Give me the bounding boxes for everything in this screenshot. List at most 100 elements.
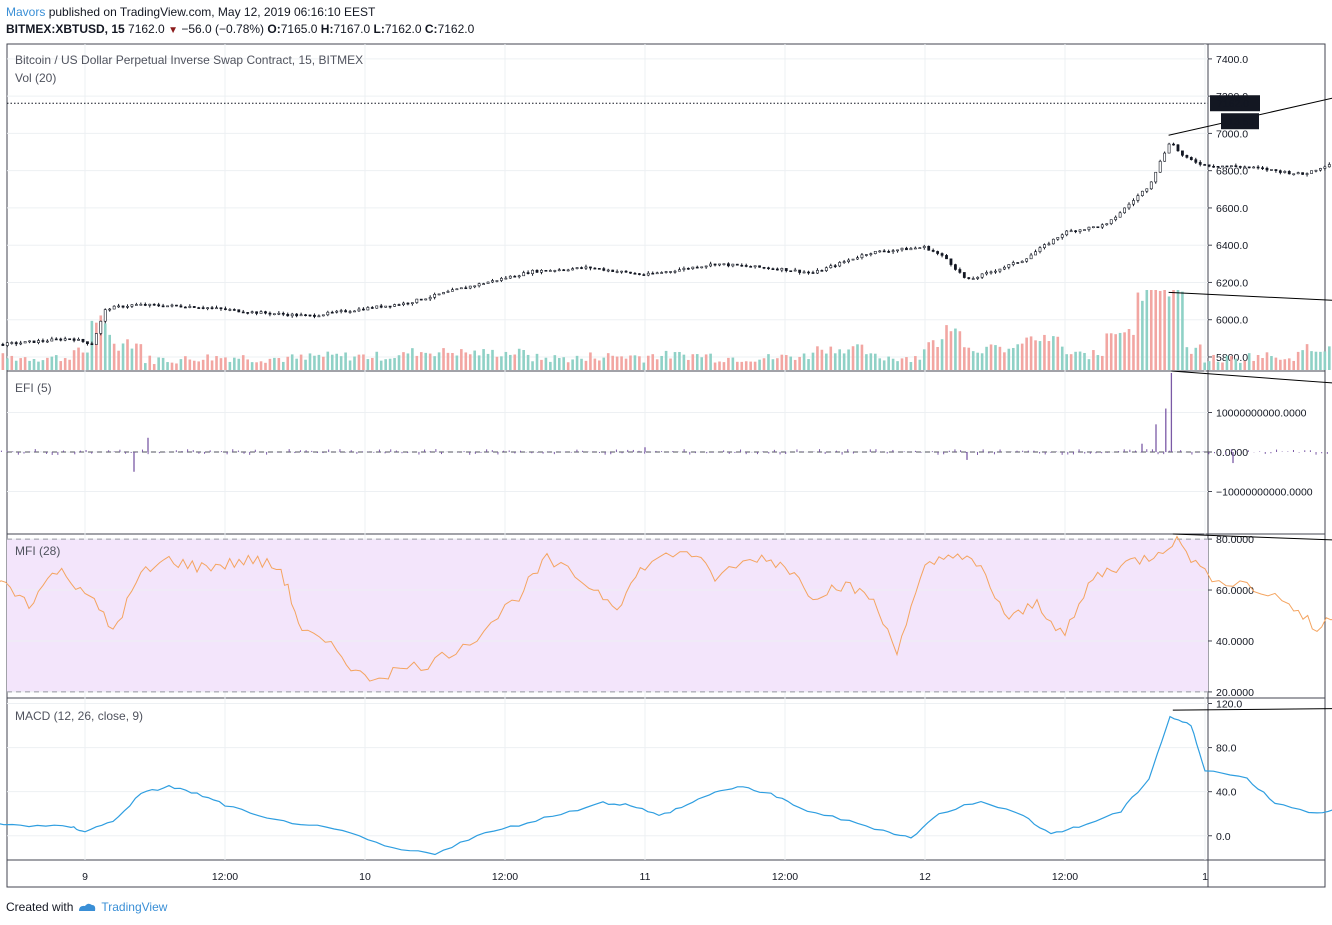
countdown-badge (1221, 113, 1259, 130)
candle-body (166, 305, 169, 308)
candle-body (397, 304, 401, 306)
volume-bar (936, 347, 939, 370)
candle-body (482, 283, 485, 285)
volume-bar (1020, 343, 1024, 370)
candle-body (896, 249, 899, 252)
candle-body (419, 298, 423, 301)
candle-body (268, 312, 272, 315)
candle-body (1292, 173, 1296, 176)
volume-bar (1234, 358, 1238, 370)
candle-body (117, 305, 120, 308)
macd-trendline (1172, 708, 1332, 711)
last-price-badge-label: 7162.0 (1217, 98, 1249, 110)
volume-bar (86, 352, 89, 370)
volume-bar (95, 322, 98, 370)
candle-body (357, 308, 361, 312)
candle-body (224, 308, 227, 310)
volume-bar (335, 353, 339, 370)
candle-body (201, 307, 205, 309)
volume-bar (878, 358, 882, 370)
volume-bar (544, 357, 548, 370)
volume-bar (322, 356, 325, 370)
candle-body (486, 281, 490, 284)
author-link[interactable]: Mavors (6, 5, 46, 19)
volume-bar (1163, 290, 1166, 370)
candle-body (228, 309, 232, 311)
volume-bar (958, 331, 962, 370)
candle-body (927, 245, 931, 251)
candle-body (713, 263, 717, 266)
candle-body (998, 268, 1002, 272)
candle-body (72, 338, 76, 341)
candle-body (1305, 173, 1309, 175)
efi-panel-title: EFI (5) (15, 381, 52, 395)
volume-bar (273, 357, 276, 370)
volume-bar (825, 353, 828, 370)
candle-body (1252, 166, 1256, 169)
tradingview-link[interactable]: TradingView (101, 900, 168, 914)
volume-bar (762, 358, 766, 370)
volume-bar (59, 361, 63, 370)
volume-bar (50, 356, 54, 370)
candle-body (740, 264, 744, 267)
volume-bar (433, 356, 436, 370)
volume-bar (1149, 290, 1153, 370)
low-value: 7162.0 (384, 22, 422, 36)
volume-bar (1154, 290, 1158, 370)
candle-body (317, 315, 321, 318)
volume-bar (1167, 296, 1171, 370)
volume-bar (869, 353, 873, 370)
volume-bar (620, 356, 623, 370)
candle-body (1278, 170, 1282, 173)
down-arrow-icon: ▼ (168, 25, 178, 36)
volume-bar (277, 358, 281, 370)
candle-body (758, 265, 761, 268)
candle-body (286, 314, 290, 317)
volume-trendline (1168, 291, 1332, 301)
volume-bar (847, 349, 850, 370)
volume-bar (1052, 336, 1055, 370)
volume-bar (793, 359, 797, 370)
candle-body (860, 254, 864, 258)
candle-body (5, 342, 9, 346)
candle-body (402, 302, 405, 305)
volume-bar (68, 359, 71, 370)
candle-body (976, 276, 980, 279)
candle-body (339, 310, 343, 312)
volume-bar (860, 344, 864, 370)
candle-body (789, 270, 793, 273)
candle-body (126, 305, 129, 308)
volume-bar (366, 359, 370, 370)
volume-bar (237, 358, 241, 370)
volume-bar (442, 348, 445, 370)
candle-body (28, 340, 31, 343)
volume-bar (998, 346, 1002, 370)
volume-bar (281, 361, 285, 370)
volume-bar (900, 358, 904, 370)
candle-body (580, 267, 583, 269)
volume-bar (531, 361, 534, 370)
volume-bar (241, 355, 245, 370)
candle-body (807, 271, 810, 274)
candle-body (637, 273, 641, 275)
candle-body (566, 269, 570, 272)
volume-bar (54, 355, 58, 370)
candle-body (802, 271, 806, 274)
candle-body (1287, 171, 1291, 175)
volume-bar (268, 358, 272, 370)
candle-body (842, 261, 846, 263)
candle-body (393, 304, 396, 307)
symbol-name[interactable]: BITMEX:XBTUSD, 15 (6, 22, 125, 36)
candle-body (424, 298, 428, 301)
volume-bar (1003, 352, 1006, 370)
time-axis-label: 12:00 (772, 871, 798, 883)
candle-body (295, 313, 299, 317)
candle-body (290, 313, 294, 317)
volume-bar (215, 356, 218, 370)
volume-bar (495, 356, 499, 370)
candle-body (780, 268, 784, 271)
price-axis-label: 60.0000 (1216, 585, 1254, 597)
candle-body (1198, 162, 1202, 165)
volume-bar (1198, 344, 1202, 370)
